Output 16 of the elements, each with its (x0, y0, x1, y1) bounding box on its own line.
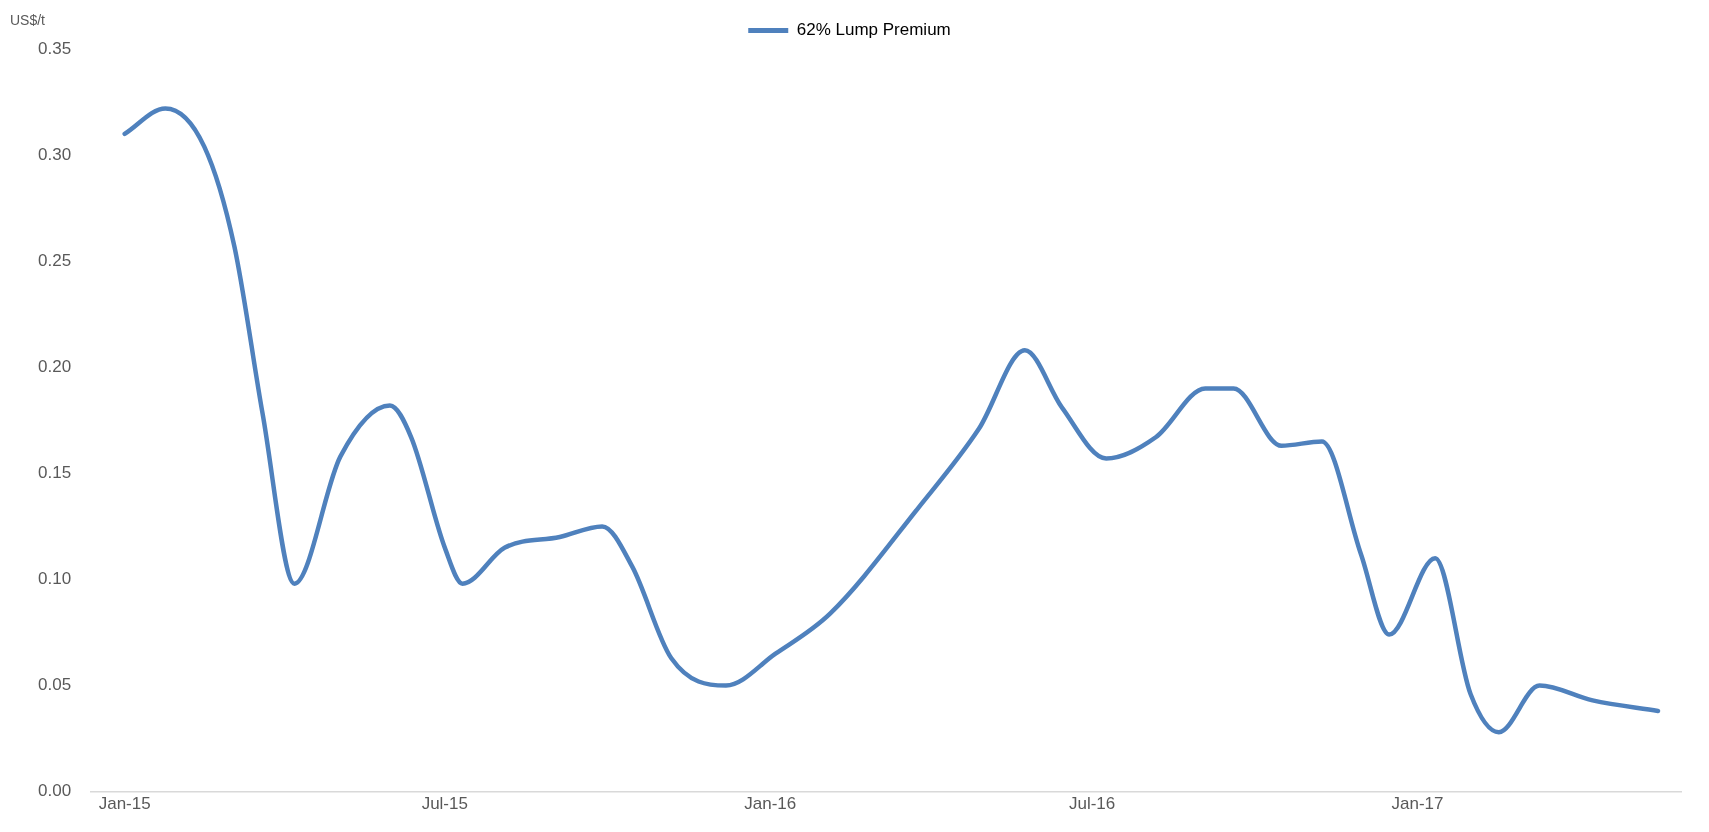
x-tick-label: Jan-16 (744, 794, 797, 814)
legend-label: 62% Lump Premium (796, 20, 951, 40)
y-tick-label: 0.10 (37, 569, 72, 589)
x-tick-label: Jan-17 (1391, 794, 1444, 814)
y-tick-label: 0.25 (37, 250, 72, 270)
x-tick-label: Jan-15 (98, 794, 151, 814)
x-tick-label: Jul-15 (421, 794, 468, 814)
y-tick-label: 0.05 (37, 675, 72, 695)
y-tick-label: 0.00 (37, 781, 72, 801)
x-tick-label: Jul-16 (1068, 794, 1116, 814)
y-tick-label: 0.35 (37, 38, 72, 58)
y-tick-label: 0.15 (37, 463, 72, 483)
line-series (122, 106, 1661, 735)
y-tick-label: 0.20 (37, 356, 72, 376)
y-tick-label: 0.30 (37, 144, 72, 164)
y-axis-title: US$/t (10, 11, 46, 28)
